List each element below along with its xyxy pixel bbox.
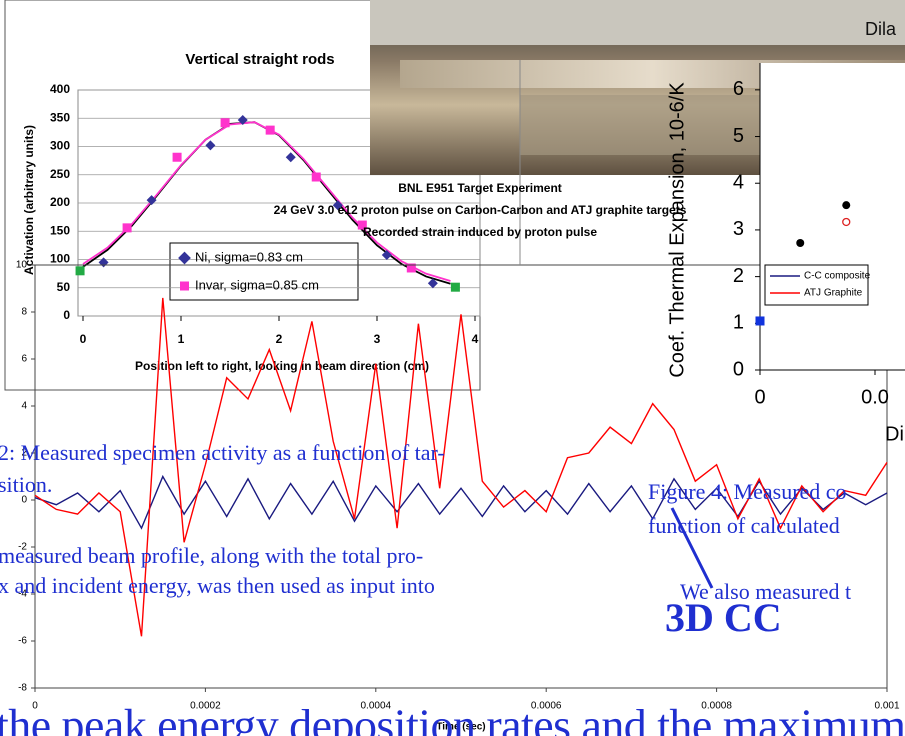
square-marker [172,152,182,162]
paper-line: x and incident energy, was then used as … [0,573,435,598]
y-tick-label: 100 [50,252,70,266]
callout: 3D CC [665,595,782,640]
y-tick-label: 6 [733,78,744,100]
document-text: 2: Measured specimen activity as a funct… [0,440,905,736]
strain-line [34,297,888,637]
y-tick-label: 8 [21,307,27,318]
diamond-marker [205,140,216,151]
x-tick-label: 0.0008 [701,701,732,712]
x-tick-label: 0.0002 [190,701,221,712]
y-tick-label: 1 [733,312,744,334]
y-tick-label: 10 [16,260,28,271]
x-tick-label: 2 [276,332,283,346]
square-marker [450,282,460,292]
square-marker [75,266,85,276]
strain-title: BNL E951 Target Experiment 24 GeV 3.0 e12… [274,181,687,239]
diamond-marker [381,249,392,260]
y-tick-label: 3 [733,218,744,240]
legend-swatch [180,281,189,291]
y-tick-label: 400 [50,82,70,96]
x-tick-label: 0.0 [861,386,889,408]
y-tick-label: 300 [50,139,70,153]
y-tick-label: 2 [733,265,744,287]
y-tick-label: -4 [18,589,27,600]
strain-frame [34,264,888,689]
y-tick-label: 2 [21,448,27,459]
thermal-chart: Coef. Thermal Expansion, 10-6/K Di 0 1 2 3 4… [519,60,905,445]
thermal-x-label: Di [885,423,904,445]
square-marker [755,316,765,326]
paper-line: 2: Measured specimen activity as a funct… [0,440,445,465]
square-marker [265,125,275,135]
y-tick-label: 50 [57,280,71,294]
paper-bottom-line: the peak energy deposition rates and the… [0,700,905,736]
x-tick-label: 0 [754,386,765,408]
strain-legend-box [764,264,869,306]
y-tick-label: 6 [21,354,27,365]
diamond-marker [146,195,157,206]
y-tick-label: 0 [733,358,744,380]
diamond-marker [332,200,343,211]
photo-plate [370,0,905,45]
y-tick-label: 0 [21,495,27,506]
circle-marker [842,217,851,227]
y-tick-label: 4 [21,401,27,412]
diamond-marker [237,114,248,125]
paper-line: Figure 4: Measured co [648,479,847,504]
y-tick-label: 350 [50,110,70,124]
thermal-y-label: Coef. Thermal Expansion, 10-6/K [666,82,688,378]
y-tick-label: -6 [18,636,27,647]
y-tick-label: 4 [733,172,744,194]
strain-title-line: 24 GeV 3.0 e12 proton pulse on Carbon-Ca… [274,203,687,217]
legend-label: ATJ Graphite [804,288,863,299]
callout-arrow [670,507,714,589]
square-marker [357,220,367,230]
dot-marker [796,238,805,247]
strain-legend: C-C composite ATJ Graphite [764,264,871,306]
square-marker [406,263,416,273]
legend-label: C-C composite [804,271,871,282]
activation-x-label: Position left to right, looking in beam … [135,359,429,373]
y-tick-label: 0 [63,308,70,322]
x-tick-label: 0.0006 [531,701,562,712]
y-tick-label: 5 [733,125,744,147]
strain-title-line: BNL E951 Target Experiment [398,181,562,195]
x-tick-label: 0 [32,701,38,712]
diamond-marker [285,152,296,163]
y-tick-label: 150 [50,223,70,237]
x-tick-label: 0.0004 [361,701,392,712]
y-tick-label: -2 [18,542,27,553]
x-tick-label: 4 [472,332,479,346]
diamond-marker [427,278,438,289]
square-marker [122,223,132,233]
y-tick-label: 200 [50,195,70,209]
thermal-plot-area [760,63,905,370]
square-marker [220,118,230,128]
photo-cylinder [520,95,760,155]
x-tick-label: 0 [80,332,87,346]
paper-line: measured beam profile, along with the to… [0,543,423,568]
legend-label: Invar, sigma=0.85 cm [195,277,319,292]
x-tick-label: 1 [178,332,185,346]
x-tick-label: 0.001 [874,701,899,712]
legend-swatch [178,251,191,265]
paper-line: We also measured t [680,579,851,604]
x-tick-label: 3 [374,332,381,346]
y-tick-label: -8 [18,683,27,694]
paper-line: function of calculated [648,513,840,538]
y-tick-label: 250 [50,167,70,181]
activation-title: Vertical straight rods [185,51,334,68]
legend-label: Ni, sigma=0.83 cm [195,249,303,264]
strain-title-line: Recorded strain induced by proton pulse [363,225,597,239]
dot-marker [842,201,851,210]
square-marker [311,172,321,182]
strain-x-label: Time (sec) [436,722,485,733]
photo-caption: Dila [865,19,897,39]
activation-legend [169,242,359,301]
activation-y-label: Activation (arbitrary units) [22,125,36,275]
paper-line: sition. [0,472,52,497]
